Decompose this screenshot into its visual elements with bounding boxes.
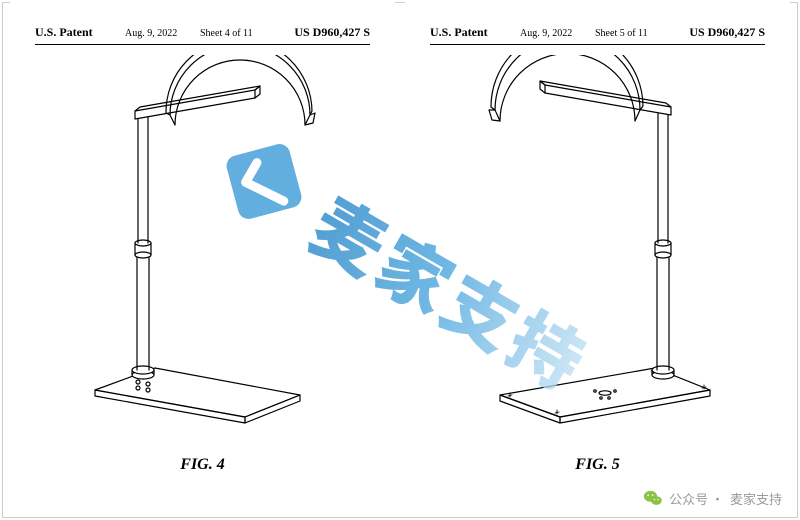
drawing-area-fig4 <box>10 55 395 435</box>
patent-number: US D960,427 S <box>689 25 765 40</box>
patent-label: U.S. Patent <box>35 25 125 40</box>
footer-label: 公众号 · <box>669 489 724 508</box>
wechat-icon <box>643 488 663 508</box>
patent-number: US D960,427 S <box>294 25 370 40</box>
patent-sheet: Sheet 4 of 11 <box>200 28 285 39</box>
figure-label-5: FIG. 5 <box>405 456 790 474</box>
patent-date: Aug. 9, 2022 <box>520 28 595 39</box>
patent-label: U.S. Patent <box>430 25 520 40</box>
patent-panel-left: U.S. Patent Aug. 9, 2022 Sheet 4 of 11 U… <box>10 0 395 480</box>
drawing-area-fig5 <box>405 55 790 435</box>
header-left: U.S. Patent Aug. 9, 2022 Sheet 4 of 11 U… <box>10 25 395 40</box>
footer-attribution: 公众号 · 麦家支持 <box>643 488 782 508</box>
header-rule-right <box>430 44 765 45</box>
patent-drawing-fig4 <box>10 55 395 435</box>
patent-drawing-fig5 <box>405 55 790 435</box>
figure-label-4: FIG. 4 <box>10 456 395 474</box>
header-right: U.S. Patent Aug. 9, 2022 Sheet 5 of 11 U… <box>405 25 790 40</box>
patent-sheet: Sheet 5 of 11 <box>595 28 680 39</box>
patent-date: Aug. 9, 2022 <box>125 28 200 39</box>
header-rule-left <box>35 44 370 45</box>
page-container: U.S. Patent Aug. 9, 2022 Sheet 4 of 11 U… <box>0 0 800 520</box>
patent-panel-right: U.S. Patent Aug. 9, 2022 Sheet 5 of 11 U… <box>405 0 790 480</box>
footer-name: 麦家支持 <box>730 489 782 508</box>
